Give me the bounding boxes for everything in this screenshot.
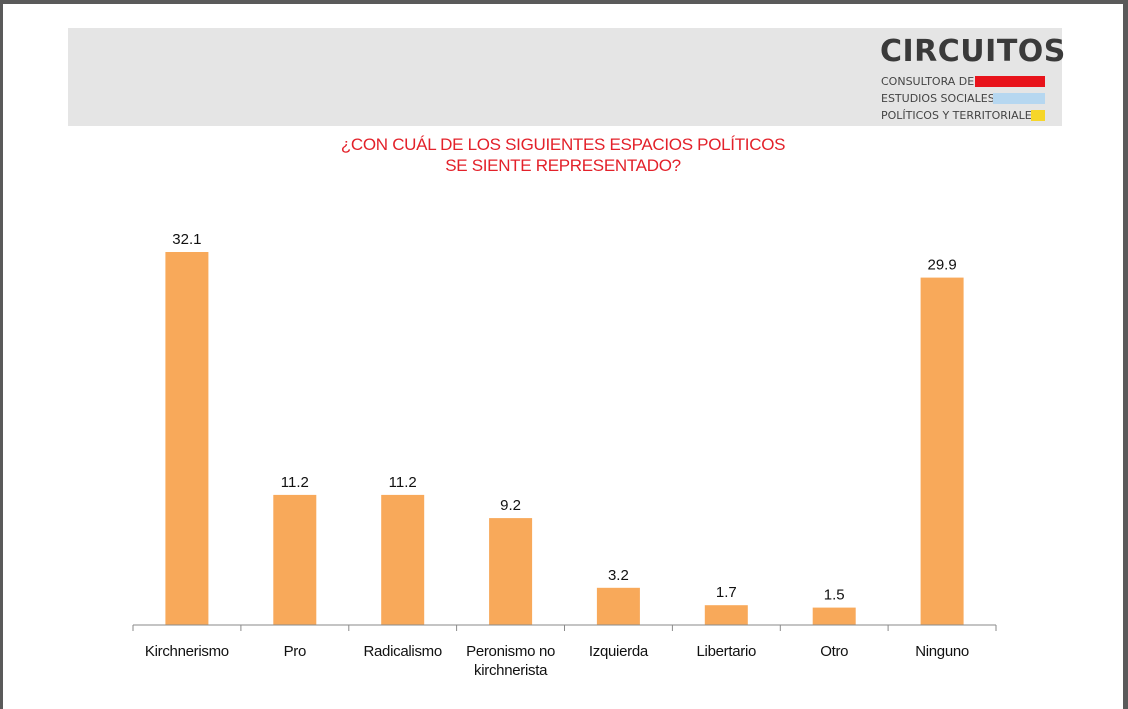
bar-value-label-4: 3.2 bbox=[608, 567, 629, 584]
chart-title: ¿CON CUÁL DE LOS SIGUIENTES ESPACIOS POL… bbox=[3, 134, 1123, 176]
header-band: CIRCUITOS CONSULTORA DE ESTUDIOS SOCIALE… bbox=[68, 28, 1065, 126]
bar-value-label-2: 11.2 bbox=[389, 474, 417, 491]
logo-yellow-bar bbox=[1031, 110, 1045, 121]
logo-subtitle-line-3: POLÍTICOS Y TERRITORIALES bbox=[881, 109, 1039, 122]
chart-title-line-1: ¿CON CUÁL DE LOS SIGUIENTES ESPACIOS POL… bbox=[340, 135, 786, 154]
category-label-2: Radicalismo bbox=[363, 643, 441, 660]
bar-2 bbox=[381, 494, 425, 625]
slide: CIRCUITOS CONSULTORA DE ESTUDIOS SOCIALE… bbox=[3, 4, 1123, 709]
bar-4 bbox=[596, 587, 640, 625]
bar-value-label-1: 11.2 bbox=[281, 474, 309, 491]
logo-subtitle-line-2: ESTUDIOS SOCIALES, bbox=[881, 92, 999, 105]
bar-3 bbox=[489, 518, 533, 625]
logo-blue-bar bbox=[993, 93, 1045, 104]
category-label-7: Ninguno bbox=[915, 643, 969, 660]
bar-5 bbox=[704, 605, 748, 625]
category-label-6: Otro bbox=[820, 643, 848, 660]
category-label-5: Libertario bbox=[697, 643, 757, 660]
category-label-4: Izquierda bbox=[589, 643, 649, 660]
logo-red-bar bbox=[975, 76, 1045, 87]
logo-subtitle-line-1: CONSULTORA DE bbox=[881, 75, 975, 88]
chart-title-line-2: SE SIENTE REPRESENTADO? bbox=[445, 156, 681, 175]
bar-value-label-0: 32.1 bbox=[172, 231, 201, 248]
circuitos-logo: CIRCUITOS CONSULTORA DE ESTUDIOS SOCIALE… bbox=[880, 34, 1065, 122]
bar-6 bbox=[812, 607, 856, 625]
bar-value-label-5: 1.7 bbox=[716, 584, 737, 601]
bar-value-label-3: 9.2 bbox=[500, 497, 521, 514]
bar-value-label-7: 29.9 bbox=[927, 257, 956, 274]
category-label-3-line-0: Peronismo no bbox=[466, 643, 555, 660]
bar-chart: 32.1 Kirchnerismo 11.2 Pro 11.2 Radicalismo 9.… bbox=[132, 231, 997, 679]
category-label-1: Pro bbox=[284, 643, 306, 660]
bar-0 bbox=[165, 252, 209, 625]
bar-value-label-6: 1.5 bbox=[824, 587, 845, 604]
logo-title: CIRCUITOS bbox=[880, 34, 1066, 69]
bar-7 bbox=[920, 277, 964, 625]
category-label-0: Kirchnerismo bbox=[145, 643, 229, 660]
category-label-3-line-1: kirchnerista bbox=[474, 662, 548, 679]
bar-1 bbox=[273, 494, 317, 625]
